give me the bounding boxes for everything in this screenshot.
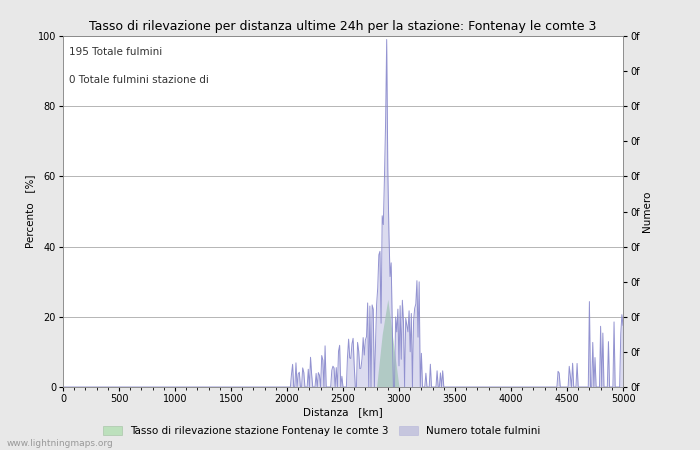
Title: Tasso di rilevazione per distanza ultime 24h per la stazione: Fontenay le comte : Tasso di rilevazione per distanza ultime… [90, 20, 596, 33]
Legend: Tasso di rilevazione stazione Fontenay le comte 3, Numero totale fulmini: Tasso di rilevazione stazione Fontenay l… [99, 422, 545, 440]
Y-axis label: Percento   [%]: Percento [%] [25, 175, 35, 248]
Text: 195 Totale fulmini: 195 Totale fulmini [69, 46, 162, 57]
Text: www.lightningmaps.org: www.lightningmaps.org [7, 439, 113, 448]
Y-axis label: Numero: Numero [642, 191, 652, 232]
X-axis label: Distanza   [km]: Distanza [km] [303, 407, 383, 417]
Text: 0 Totale fulmini stazione di: 0 Totale fulmini stazione di [69, 75, 209, 85]
